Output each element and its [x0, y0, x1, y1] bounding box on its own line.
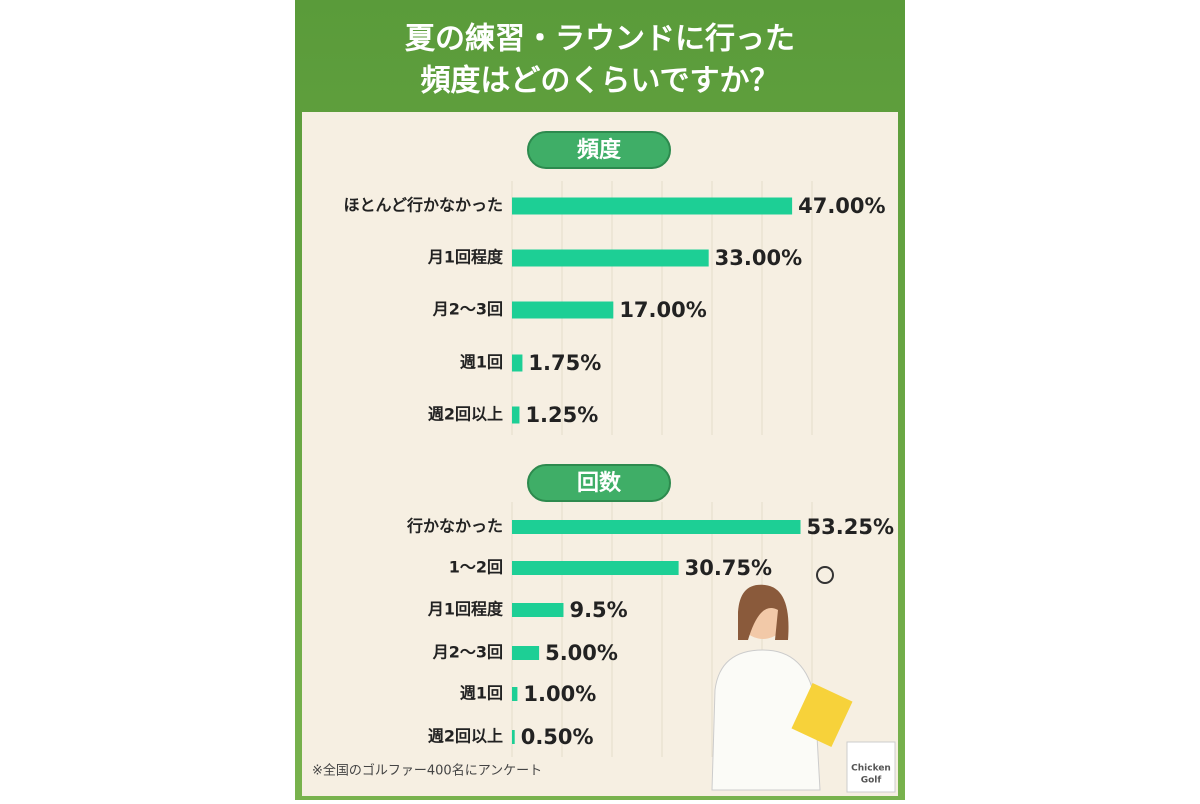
category-label: 週1回	[460, 353, 503, 372]
bar	[512, 354, 523, 372]
category-label: 週2回以上	[428, 727, 503, 746]
section-title: 回数	[577, 470, 622, 496]
bar	[512, 301, 614, 319]
value-label: 30.75%	[685, 556, 772, 580]
value-label: 17.00%	[619, 298, 706, 322]
value-label: 5.00%	[545, 641, 618, 665]
value-label: 9.5%	[569, 598, 627, 622]
value-label: 53.25%	[807, 515, 894, 539]
value-label: 47.00%	[798, 194, 885, 218]
logo-text: Chicken	[851, 764, 891, 774]
bar	[512, 406, 520, 424]
title-line: 夏の練習・ラウンドに行った	[405, 22, 795, 57]
value-label: 33.00%	[715, 246, 802, 270]
section-pill	[527, 131, 671, 169]
value-label: 1.25%	[525, 403, 598, 427]
logo-text: Golf	[861, 776, 882, 786]
bar	[512, 520, 801, 534]
category-label: 1〜2回	[449, 558, 503, 577]
category-label: 週2回以上	[428, 405, 503, 424]
bar	[512, 561, 679, 575]
value-label: 0.50%	[521, 725, 594, 749]
value-label: 1.00%	[523, 682, 596, 706]
category-label: 月2〜3回	[432, 300, 503, 319]
title-line: 頻度はどのくらいですか？	[420, 64, 779, 99]
footnote: ※全国のゴルファー400名にアンケート	[312, 763, 542, 779]
illustration	[711, 566, 853, 791]
category-label: ほとんど行かなかった	[343, 196, 503, 215]
bar	[512, 646, 540, 660]
category-label: 行かなかった	[406, 517, 503, 536]
bar	[512, 730, 515, 744]
bar	[512, 197, 793, 215]
category-label: 月2〜3回	[432, 643, 503, 662]
logo-box	[846, 741, 896, 793]
category-label: 月1回程度	[427, 600, 504, 619]
bar	[512, 249, 709, 267]
section-pill	[527, 464, 671, 502]
category-label: 週1回	[460, 684, 503, 703]
section-title: 頻度	[577, 137, 622, 163]
value-label: 1.75%	[528, 351, 601, 375]
category-label: 月1回程度	[427, 248, 504, 267]
bar	[512, 603, 564, 617]
bar	[512, 687, 518, 701]
